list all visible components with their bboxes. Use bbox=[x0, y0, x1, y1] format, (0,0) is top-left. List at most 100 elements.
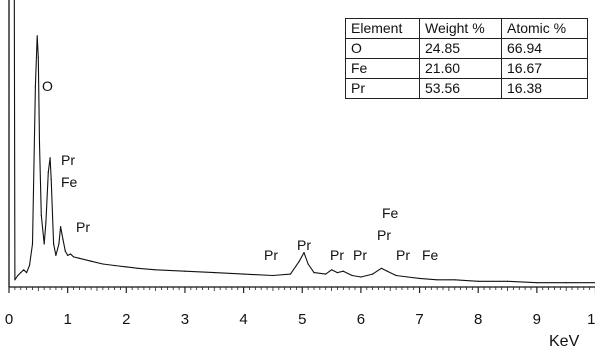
x-tick-label: 2 bbox=[122, 311, 130, 328]
x-tick-label: 10 bbox=[587, 311, 595, 328]
table-row: Pr 53.56 16.38 bbox=[345, 78, 588, 99]
spectrum-point bbox=[70, 253, 72, 255]
spectrum-point bbox=[62, 239, 64, 241]
spectrum-point bbox=[418, 277, 421, 279]
spectrum-point bbox=[38, 142, 41, 145]
x-tick-label: 7 bbox=[415, 311, 423, 328]
x-axis-ticks: 0 1 2 3 4 5 6 7 8 9 10 bbox=[5, 287, 595, 328]
x-tick-label: 8 bbox=[474, 311, 482, 328]
x-tick-label: 4 bbox=[239, 311, 247, 328]
x-tick-label: 9 bbox=[533, 311, 541, 328]
spectrum-point bbox=[380, 267, 382, 269]
spectrum-point bbox=[313, 272, 315, 274]
peak-label-fe-3: Fe bbox=[422, 247, 439, 263]
spectrum-point bbox=[184, 270, 186, 272]
peak-label-pr-5: Pr bbox=[330, 247, 344, 263]
column-header-element: Element bbox=[345, 18, 420, 39]
spectrum-point bbox=[17, 274, 19, 277]
spectrum-point bbox=[23, 269, 25, 271]
spectrum-point bbox=[102, 263, 104, 265]
table-cell: 24.85 bbox=[419, 38, 502, 59]
spectrum-point bbox=[28, 264, 31, 267]
spectrum-point bbox=[243, 273, 245, 275]
spectrum-point bbox=[372, 273, 374, 275]
table-row: O 24.85 66.94 bbox=[345, 38, 588, 59]
spectrum-series bbox=[13, 0, 595, 284]
peak-label-pr-2: Pr bbox=[76, 219, 90, 235]
spectrum-point bbox=[26, 272, 28, 274]
table-cell: 53.56 bbox=[419, 78, 502, 99]
peak-label-pr-8: Pr bbox=[396, 247, 410, 263]
spectrum-point bbox=[60, 226, 62, 228]
peak-label-pr-3: Pr bbox=[264, 247, 278, 263]
peak-label-pr-1: Pr bbox=[61, 152, 75, 168]
spectrum-point bbox=[14, 279, 16, 281]
spectrum-point bbox=[40, 214, 42, 216]
peak-label-o: O bbox=[42, 78, 53, 94]
table-cell: O bbox=[345, 38, 420, 59]
spectrum-point bbox=[53, 243, 55, 245]
spectrum-point bbox=[78, 257, 80, 259]
table-cell: 16.38 bbox=[501, 78, 588, 99]
spectrum-point bbox=[536, 282, 538, 284]
composition-table: Element Weight % Atomic % O 24.85 66.94 … bbox=[345, 18, 588, 99]
spectrum-point bbox=[272, 274, 274, 277]
table-cell: 66.94 bbox=[501, 38, 588, 59]
spectrum-point bbox=[45, 221, 47, 223]
spectrum-point bbox=[342, 270, 344, 272]
spectrum-point bbox=[298, 260, 300, 262]
spectrum-point bbox=[407, 276, 409, 278]
spectrum-point bbox=[114, 264, 116, 267]
x-tick-label: 0 bbox=[5, 311, 13, 328]
column-header-atomic: Atomic % bbox=[501, 18, 588, 39]
spectrum-point bbox=[565, 282, 567, 284]
spectrum-point bbox=[477, 280, 479, 282]
peak-label-fe-1: Fe bbox=[61, 174, 78, 190]
spectrum-point bbox=[360, 276, 362, 278]
spectrum-point bbox=[43, 243, 45, 245]
table-cell: 16.67 bbox=[501, 58, 588, 79]
table-cell: 21.60 bbox=[419, 58, 502, 79]
column-header-weight: Weight % bbox=[419, 18, 502, 39]
spectrum-point bbox=[213, 272, 215, 274]
spectrum-point bbox=[137, 267, 139, 269]
x-tick-label: 6 bbox=[357, 311, 365, 328]
spectrum-point bbox=[64, 250, 66, 252]
spectrum-point bbox=[90, 260, 92, 262]
spectrum-point bbox=[49, 157, 51, 159]
spectrum-point bbox=[37, 56, 39, 59]
spectrum-point bbox=[155, 269, 157, 271]
spectrum-point bbox=[50, 178, 52, 180]
spectrum-point bbox=[325, 273, 327, 275]
peak-labels: O Pr Fe Pr Pr Pr Pr Pr Fe Pr Pr Fe bbox=[42, 78, 439, 263]
spectrum-point bbox=[125, 266, 127, 268]
spectrum-point bbox=[336, 272, 338, 274]
spectrum-point bbox=[20, 272, 22, 274]
spectrum-point bbox=[58, 243, 60, 245]
table-cell: Pr bbox=[345, 78, 420, 99]
peak-label-fe-2: Fe bbox=[382, 205, 399, 221]
spectrum-point bbox=[436, 279, 438, 281]
x-axis-label: KeV bbox=[549, 333, 580, 349]
spectrum-point bbox=[72, 256, 75, 258]
x-tick-label: 5 bbox=[298, 311, 306, 328]
table-cell: Fe bbox=[345, 58, 420, 79]
peak-label-pr-4: Pr bbox=[297, 237, 311, 253]
table-header-row: Element Weight % Atomic % bbox=[345, 18, 588, 39]
x-tick-label: 3 bbox=[181, 311, 189, 328]
spectrum-point bbox=[307, 263, 309, 265]
spectrum-point bbox=[395, 274, 397, 277]
peak-label-pr-6: Pr bbox=[353, 247, 367, 263]
table-row: Fe 21.60 16.67 bbox=[345, 58, 588, 79]
spectrum-point bbox=[331, 269, 333, 271]
peak-label-pr-7: Pr bbox=[377, 227, 391, 243]
spectrum-point bbox=[386, 270, 388, 272]
spectrum-point bbox=[31, 243, 34, 245]
spectrum-point bbox=[506, 280, 509, 282]
spectrum-point bbox=[289, 273, 292, 275]
spectrum-point bbox=[454, 279, 456, 281]
spectrum-point bbox=[34, 85, 37, 87]
spectrum-point bbox=[55, 254, 57, 256]
spectrum-point bbox=[36, 35, 38, 37]
